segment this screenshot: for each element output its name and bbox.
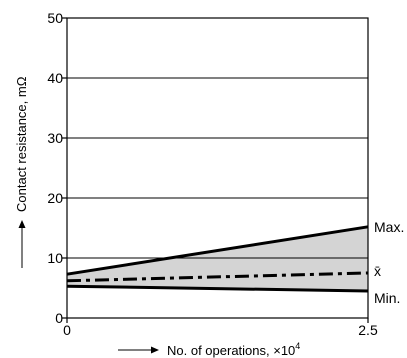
x-axis-label: No. of operations, ×104 (167, 341, 300, 358)
y-tick-label: 0 (55, 310, 63, 326)
y-tick-label: 40 (47, 70, 63, 86)
y-tick-label: 10 (47, 250, 63, 266)
series-label-mean: x̄ (374, 263, 381, 279)
series-label-min: Min. (374, 290, 400, 306)
x-axis-label-text: No. of operations, ×10 (167, 343, 295, 358)
y-axis-label: Contact resistance, mΩ (14, 76, 29, 212)
x-axis-label-exponent: 4 (295, 341, 300, 351)
x-tick-label: 2.5 (358, 322, 378, 338)
series-layer (66, 225, 369, 293)
y-tick-label: 50 (47, 10, 63, 26)
series-line-mean (66, 271, 369, 283)
series-line-max (66, 225, 369, 276)
x-axis-arrow-head (151, 346, 159, 354)
plot-frame (66, 17, 369, 319)
series-line-min (66, 284, 369, 293)
x-tick-label: 0 (63, 322, 71, 338)
y-tick-label: 30 (47, 130, 63, 146)
label-layer: Max. x̄ Min. Contact resistance, mΩ No. of o… (14, 76, 404, 358)
grid-layer (67, 77, 368, 259)
y-tick-label: 20 (47, 190, 63, 206)
tick-layer: 0 10 20 30 40 50 0 2.5 (47, 10, 378, 338)
y-axis-arrow-head (18, 220, 26, 228)
series-label-max: Max. (374, 219, 404, 235)
frame-layer (66, 17, 369, 319)
